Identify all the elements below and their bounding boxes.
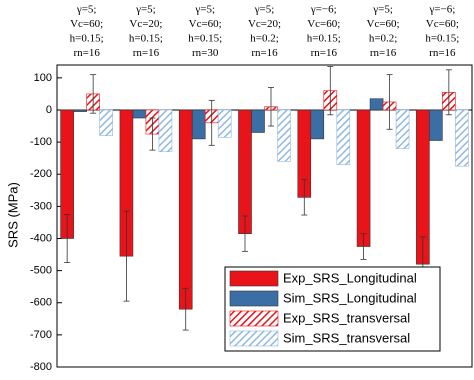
error-bar (301, 179, 308, 216)
category-label: Vc=20; (129, 18, 162, 30)
category-label: γ=5; (76, 4, 97, 16)
error-bar (182, 287, 189, 331)
category-label: γ=5; (135, 4, 156, 16)
category-label: h=0.15; (129, 33, 163, 45)
error-bar (268, 87, 274, 127)
category-label: Vc=60; (367, 18, 400, 30)
category-label: h=0.2; (250, 33, 279, 45)
bar (99, 109, 113, 136)
category-label: γ=−6; (310, 4, 337, 16)
y-tick-label: -100 (30, 136, 52, 148)
category-label: Vc=60; (189, 18, 222, 30)
category-label: rn=16 (370, 47, 397, 59)
bar (251, 109, 265, 133)
bar (132, 109, 147, 119)
y-axis-title: SRS (MPa) (5, 182, 20, 248)
legend-swatch (229, 330, 279, 347)
legend-label: Exp_SRS_transversal (283, 310, 410, 325)
error-bar (149, 117, 156, 151)
y-tick-label: 0 (46, 104, 52, 116)
category-label: rn=16 (133, 47, 160, 59)
legend-label: Exp_SRS_Longitudinal (283, 270, 417, 285)
legend-label: Sim_SRS_Longitudinal (283, 290, 417, 305)
bar (277, 109, 291, 162)
category-label: rn=16 (311, 47, 338, 59)
error-bar (208, 99, 215, 146)
bar (191, 109, 206, 140)
category-label: rn=16 (429, 47, 456, 59)
legend-swatch (229, 310, 279, 327)
error-bar (360, 233, 367, 260)
bar (310, 109, 325, 140)
bar (429, 109, 443, 141)
error-bar (327, 66, 334, 116)
error-bar (90, 74, 97, 114)
y-tick-label: -800 (30, 361, 52, 373)
bar (73, 109, 87, 112)
category-label: γ=5; (372, 4, 393, 16)
legend-label: Sim_SRS_transversal (283, 330, 410, 345)
y-tick-label: -600 (30, 297, 52, 309)
category-label: h=0.15; (425, 33, 459, 45)
legend-swatch (229, 290, 279, 307)
category-label: rn=16 (251, 47, 278, 59)
category-label: Vc=60; (70, 18, 103, 30)
error-bar (445, 69, 452, 116)
bar (455, 109, 469, 167)
category-label: h=0.15; (307, 33, 341, 45)
bar (369, 98, 384, 111)
error-bar (64, 213, 71, 263)
y-tick-label: -500 (30, 265, 52, 277)
plot-frame (56, 64, 473, 368)
error-bar (123, 210, 130, 302)
bar (336, 109, 351, 165)
y-tick-label: -700 (30, 329, 52, 341)
bar (178, 109, 193, 310)
category-label: Vc=20; (248, 18, 281, 30)
bar (238, 109, 252, 234)
category-label: h=0.2; (369, 33, 398, 45)
bar (158, 109, 173, 153)
category-label: h=0.15; (70, 33, 104, 45)
error-bar (242, 215, 248, 252)
y-tick-label: 100 (34, 72, 52, 84)
category-label: Vc=60; (426, 18, 459, 30)
bar (395, 109, 410, 149)
category-label: h=0.15; (188, 33, 222, 45)
legend-swatch (229, 270, 279, 287)
category-label: rn=30 (192, 47, 219, 59)
bar (356, 109, 371, 247)
category-label: γ=5; (194, 4, 215, 16)
error-bar (386, 74, 393, 130)
y-tick-label: -200 (30, 168, 52, 180)
category-label: γ=−6; (428, 4, 455, 16)
category-label: rn=16 (73, 47, 100, 59)
category-label: γ=5; (254, 4, 275, 16)
y-tick-label: -400 (30, 232, 52, 244)
y-tick-label: -300 (30, 200, 52, 212)
category-label: Vc=60; (307, 18, 340, 30)
bar (217, 109, 232, 138)
